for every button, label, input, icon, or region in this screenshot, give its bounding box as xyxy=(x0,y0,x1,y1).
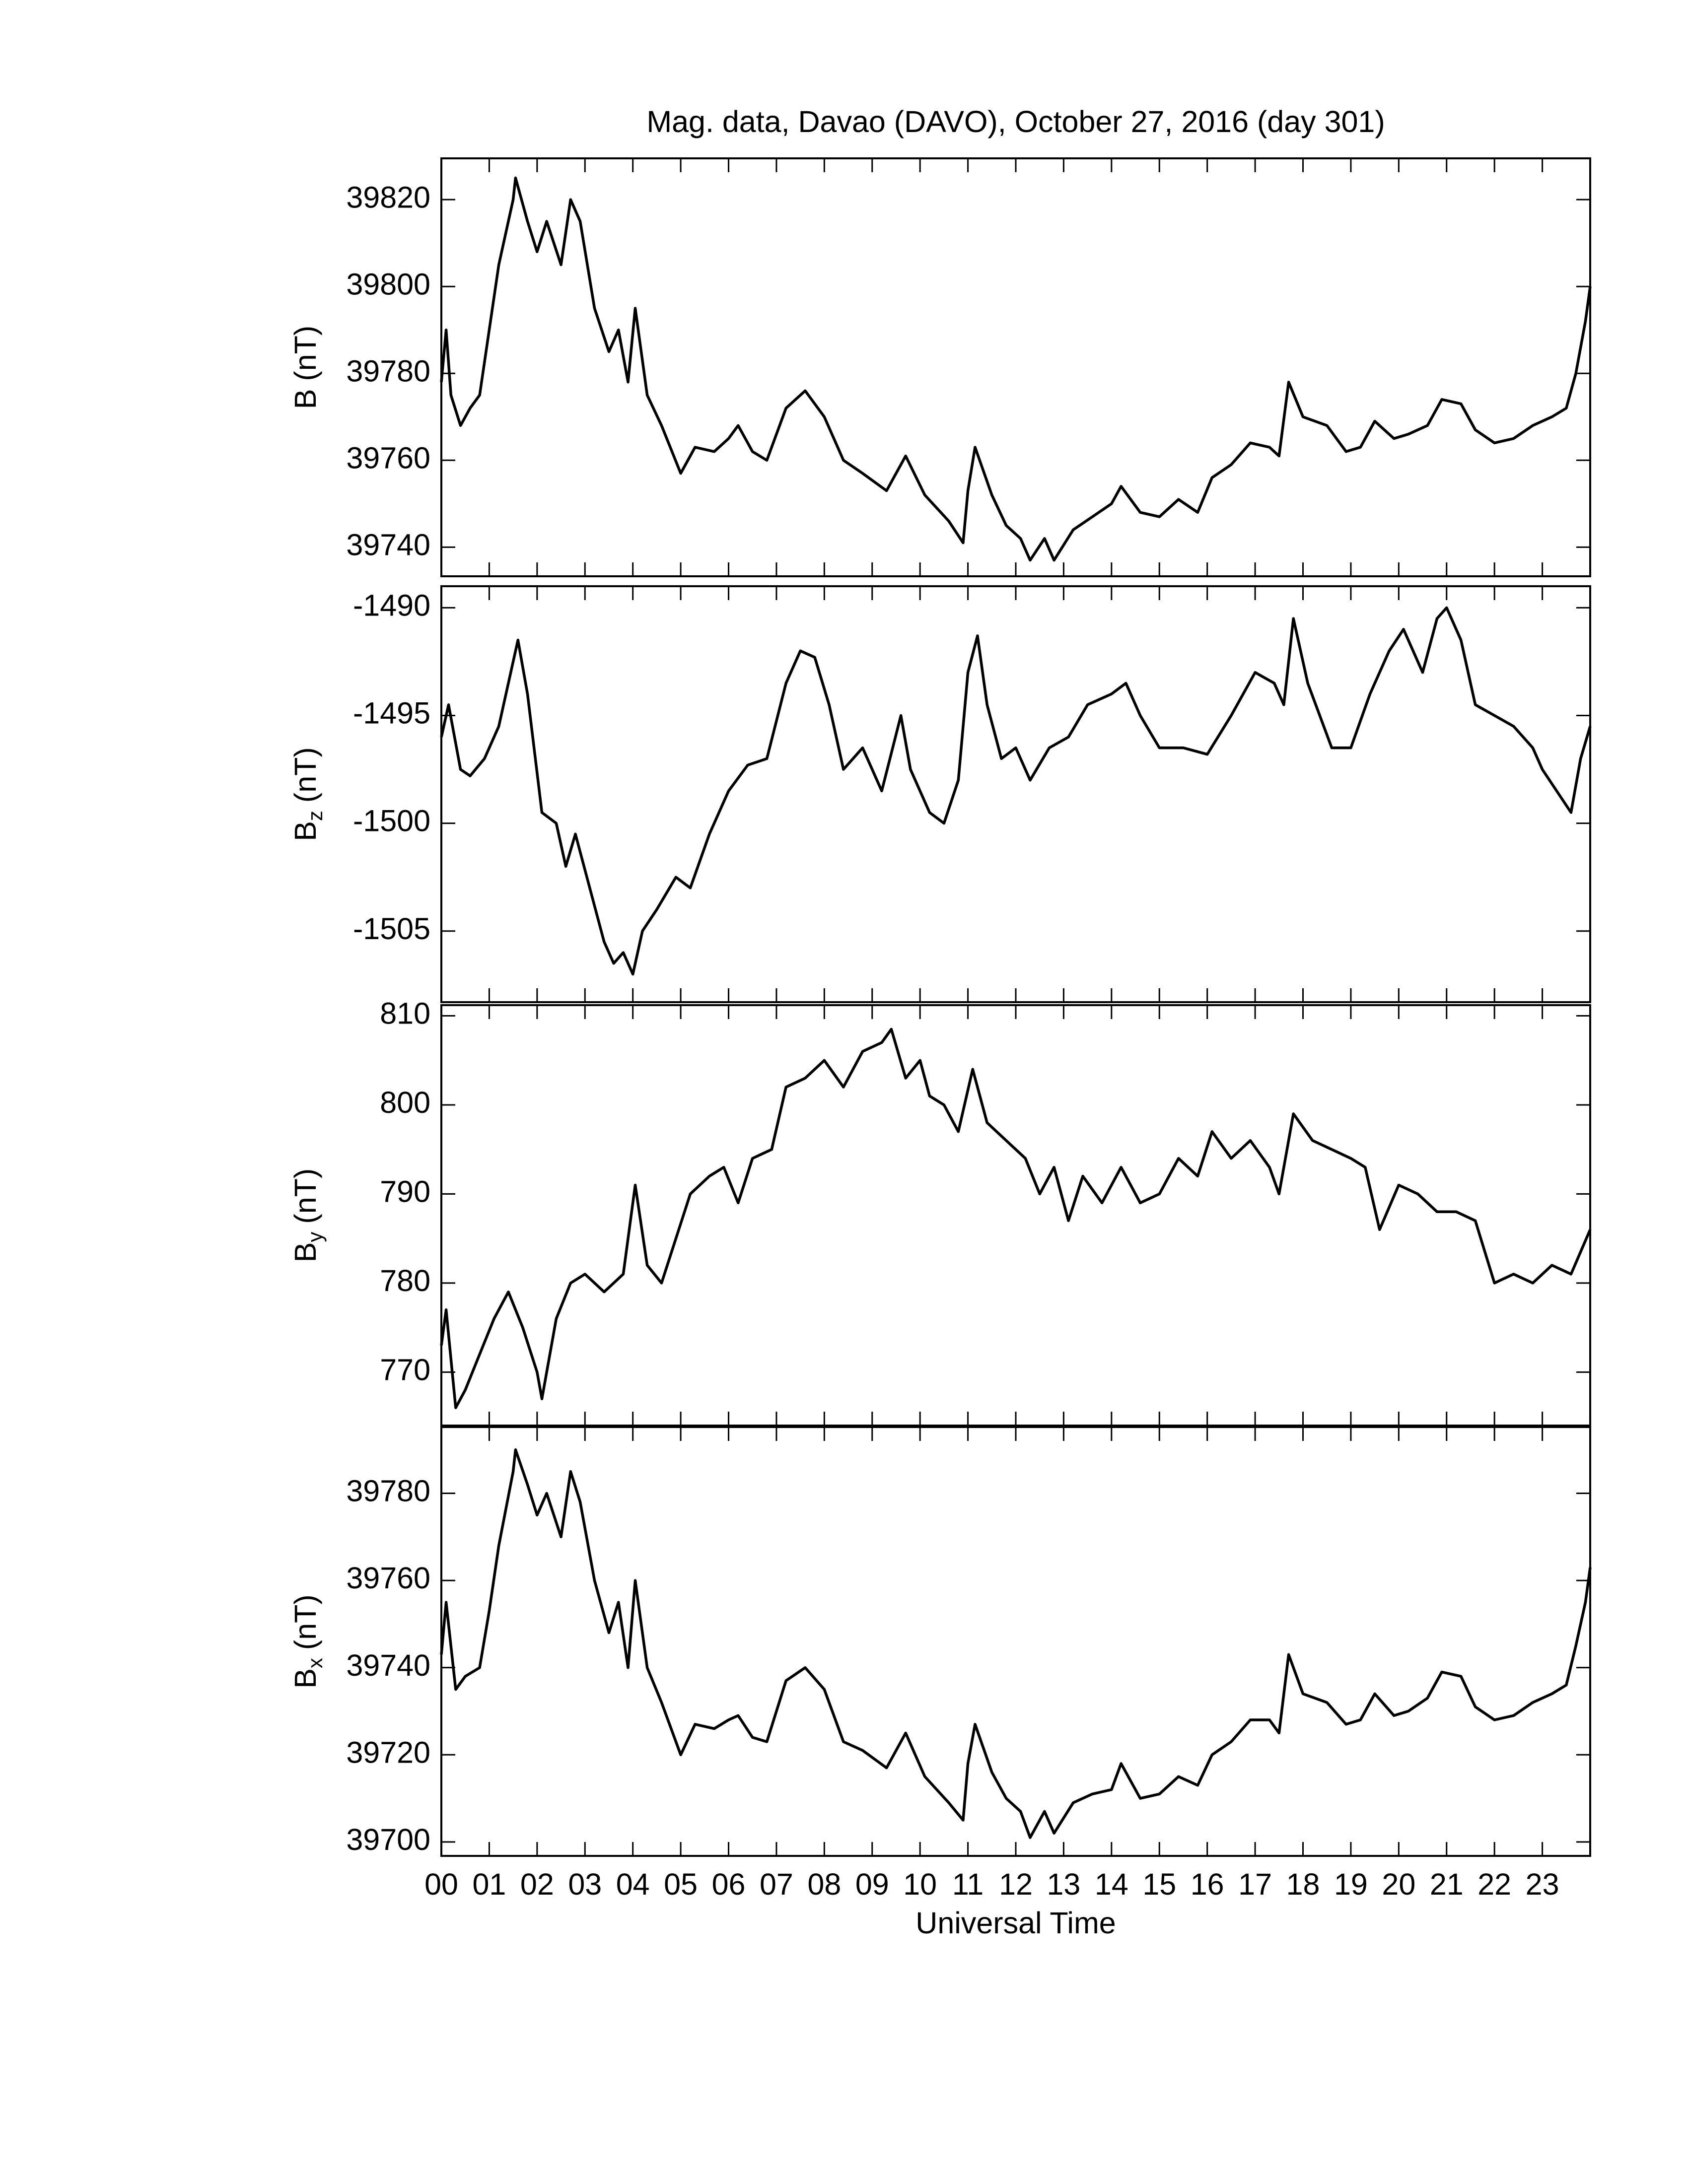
y-tick-label: 39760 xyxy=(346,441,430,475)
x-tick-label: 18 xyxy=(1286,1867,1320,1901)
y-axis-label: Bx (nT) xyxy=(288,1594,327,1689)
x-tick-label: 20 xyxy=(1382,1867,1415,1901)
y-axis-label-sub: y xyxy=(303,1232,327,1242)
y-axis-label-unit: (nT) xyxy=(288,747,322,803)
x-tick-label: 21 xyxy=(1430,1867,1464,1901)
x-axis-label: Universal Time xyxy=(915,1906,1116,1940)
y-tick-label: -1495 xyxy=(353,696,430,730)
y-tick-label: 780 xyxy=(380,1264,430,1297)
y-tick-label: -1500 xyxy=(353,804,430,838)
y-axis-label-unit: (nT) xyxy=(288,1594,322,1650)
x-tick-label: 10 xyxy=(903,1867,937,1901)
y-tick-label: 39720 xyxy=(346,1735,430,1769)
y-axis-label: By (nT) xyxy=(288,1168,327,1263)
chart-title: Mag. data, Davao (DAVO), October 27, 201… xyxy=(646,105,1385,138)
y-tick-label: 39780 xyxy=(346,1474,430,1508)
x-tick-label: 00 xyxy=(424,1867,458,1901)
x-tick-label: 16 xyxy=(1191,1867,1224,1901)
x-tick-label: 12 xyxy=(999,1867,1033,1901)
x-tick-label: 15 xyxy=(1142,1867,1176,1901)
y-axis-label-main: B xyxy=(288,821,322,841)
y-tick-label: 39800 xyxy=(346,267,430,301)
x-tick-label: 07 xyxy=(760,1867,793,1901)
x-tick-label: 05 xyxy=(664,1867,698,1901)
x-tick-label: 17 xyxy=(1238,1867,1272,1901)
y-tick-label: 800 xyxy=(380,1086,430,1119)
y-tick-label: -1505 xyxy=(353,912,430,946)
y-axis-label-main: B xyxy=(288,1242,322,1263)
y-tick-label: 39740 xyxy=(346,528,430,561)
x-tick-label: 23 xyxy=(1526,1867,1559,1901)
data-line xyxy=(440,176,1592,562)
x-tick-label: 03 xyxy=(568,1867,602,1901)
x-tick-label: 08 xyxy=(807,1867,841,1901)
plot-frame xyxy=(440,157,1591,577)
data-line xyxy=(440,606,1592,976)
x-tick-label: 09 xyxy=(855,1867,889,1901)
y-tick-label: 39780 xyxy=(346,354,430,388)
y-axis-label: B (nT) xyxy=(288,326,322,410)
y-tick-label: 39740 xyxy=(346,1648,430,1682)
y-tick-label: 810 xyxy=(380,997,430,1030)
y-axis-label-main: B xyxy=(288,389,322,410)
y-tick-label: 39820 xyxy=(346,180,430,214)
plot-frame xyxy=(440,1426,1591,1857)
y-tick-label: 39760 xyxy=(346,1561,430,1595)
x-tick-label: 22 xyxy=(1477,1867,1511,1901)
y-tick-label: 770 xyxy=(380,1353,430,1386)
y-axis-label-main: B xyxy=(288,1668,322,1689)
y-axis-label-unit: (nT) xyxy=(288,1168,322,1224)
x-tick-label: 14 xyxy=(1095,1867,1128,1901)
data-line xyxy=(440,1448,1592,1839)
y-axis-label-unit: (nT) xyxy=(288,326,322,381)
x-tick-label: 19 xyxy=(1334,1867,1368,1901)
plot-frame xyxy=(440,1004,1591,1427)
y-tick-label: -1490 xyxy=(353,589,430,622)
x-tick-label: 02 xyxy=(520,1867,554,1901)
x-tick-label: 04 xyxy=(616,1867,650,1901)
data-line xyxy=(440,1027,1592,1409)
y-axis-label-sub: z xyxy=(303,811,327,821)
x-tick-label: 06 xyxy=(712,1867,746,1901)
y-tick-label: 790 xyxy=(380,1175,430,1209)
y-axis-label-sub: x xyxy=(303,1658,327,1668)
plot-frame xyxy=(440,585,1591,1003)
x-tick-label: 13 xyxy=(1047,1867,1080,1901)
y-tick-label: 39700 xyxy=(346,1823,430,1856)
y-axis-label: Bz (nT) xyxy=(288,747,327,841)
x-tick-label: 11 xyxy=(952,1867,984,1901)
x-tick-label: 01 xyxy=(472,1867,506,1901)
